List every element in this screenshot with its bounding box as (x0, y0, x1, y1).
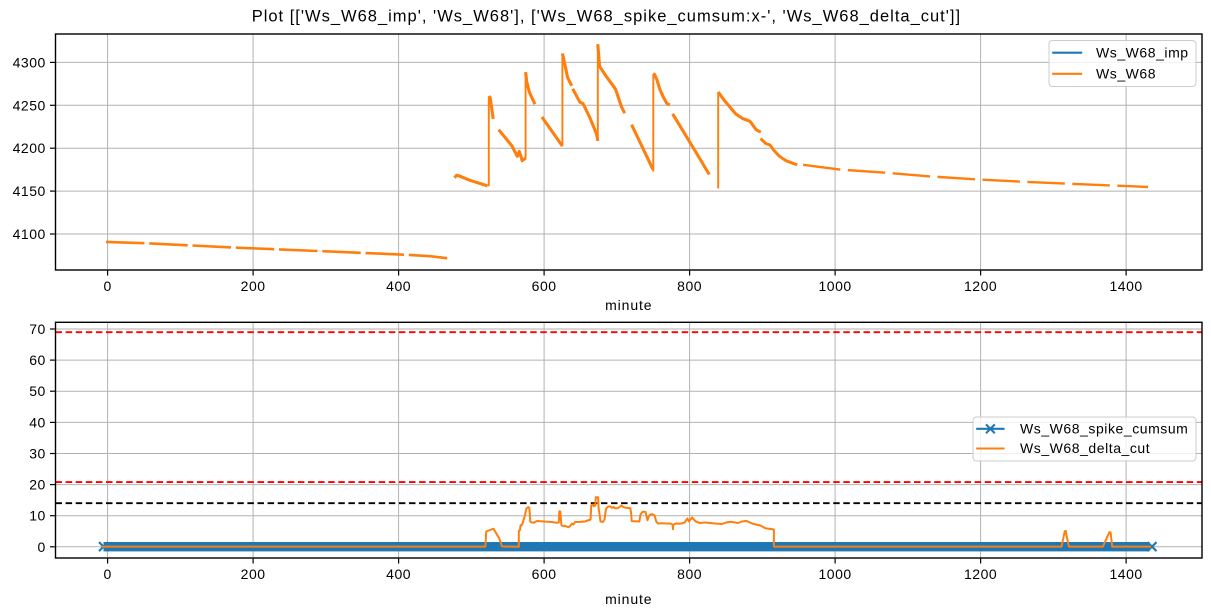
svg-text:1200: 1200 (964, 566, 997, 582)
svg-text:minute: minute (605, 591, 652, 607)
svg-text:1000: 1000 (819, 566, 852, 582)
svg-text:Ws_W68_spike_cumsum: Ws_W68_spike_cumsum (1020, 421, 1188, 437)
svg-text:10: 10 (29, 508, 46, 524)
svg-text:1000: 1000 (819, 278, 852, 294)
svg-text:Plot [['Ws_W68_imp', 'Ws_W68']: Plot [['Ws_W68_imp', 'Ws_W68'], ['Ws_W68… (252, 8, 961, 26)
svg-text:200: 200 (241, 566, 266, 582)
svg-text:0: 0 (103, 278, 111, 294)
svg-text:4100: 4100 (13, 226, 46, 242)
svg-text:70: 70 (29, 321, 46, 337)
svg-text:600: 600 (532, 278, 557, 294)
svg-text:40: 40 (29, 414, 46, 430)
svg-text:4150: 4150 (13, 183, 46, 199)
svg-text:1200: 1200 (964, 278, 997, 294)
svg-text:Ws_W68_delta_cut: Ws_W68_delta_cut (1020, 440, 1150, 456)
svg-text:Ws_W68: Ws_W68 (1096, 66, 1156, 82)
svg-text:400: 400 (386, 278, 411, 294)
svg-text:20: 20 (29, 477, 46, 493)
svg-text:200: 200 (241, 278, 266, 294)
svg-text:4200: 4200 (13, 140, 46, 156)
svg-text:400: 400 (386, 566, 411, 582)
svg-text:1400: 1400 (1110, 566, 1143, 582)
svg-text:50: 50 (29, 383, 46, 399)
svg-text:800: 800 (677, 278, 702, 294)
svg-text:800: 800 (677, 566, 702, 582)
svg-text:600: 600 (532, 566, 557, 582)
svg-text:minute: minute (605, 297, 652, 313)
svg-text:1400: 1400 (1110, 278, 1143, 294)
svg-text:Ws_W68_imp: Ws_W68_imp (1096, 44, 1189, 60)
svg-text:0: 0 (103, 566, 111, 582)
svg-text:60: 60 (29, 352, 46, 368)
svg-text:0: 0 (38, 539, 46, 555)
svg-text:4300: 4300 (13, 54, 46, 70)
svg-text:30: 30 (29, 446, 46, 462)
svg-text:4250: 4250 (13, 97, 46, 113)
